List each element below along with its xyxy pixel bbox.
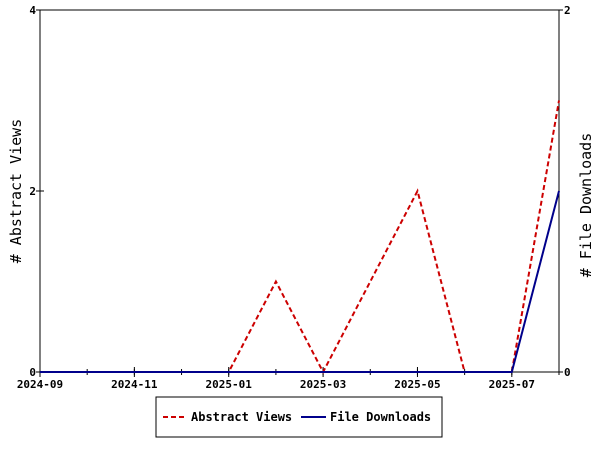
right-axis-title: # File Downloads — [577, 133, 595, 278]
x-tick-label: 2025-01 — [206, 378, 253, 391]
series-line-file-downloads — [40, 190, 560, 373]
left-y-tick-label: 4 — [29, 4, 36, 17]
legend-label-file-downloads: File Downloads — [330, 410, 431, 424]
series-lines — [40, 100, 560, 375]
left-y-tick-label: 2 — [29, 185, 36, 198]
series-line-abstract-views — [40, 100, 560, 375]
left-axis-title: # Abstract Views — [7, 119, 25, 264]
x-axis-tick-labels: 2024-09 2024-11 2025-01 2025-03 2025-05 2025-… — [17, 378, 535, 391]
legend-box — [155, 396, 443, 438]
x-tick-label: 2025-07 — [489, 378, 535, 391]
legend: Abstract Views File Downloads — [155, 396, 443, 438]
right-y-tick-label: 2 — [564, 4, 571, 17]
x-tick-label: 2024-09 — [17, 378, 63, 391]
x-tick-label: 2025-03 — [300, 378, 346, 391]
plot-area — [39, 9, 560, 373]
right-axis-tick-labels: 02 — [564, 4, 571, 379]
right-axis-ticks — [555, 9, 563, 373]
x-tick-label: 2025-05 — [394, 378, 440, 391]
left-y-tick-label: 0 — [29, 366, 36, 379]
left-axis-tick-labels: 0 2 4 — [29, 4, 36, 379]
x-tick-label: 2024-11 — [111, 378, 158, 391]
legend-label-abstract-views: Abstract Views — [191, 410, 292, 424]
right-y-tick-label: 0 — [564, 366, 571, 379]
